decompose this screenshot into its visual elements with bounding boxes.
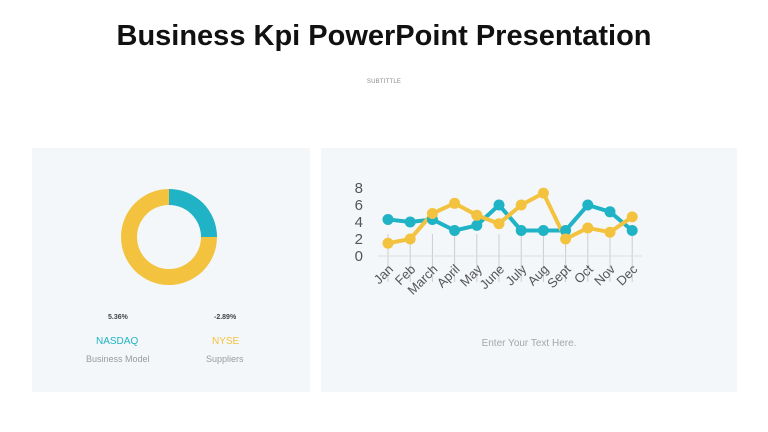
data-point [626, 225, 638, 236]
page-title: Business Kpi PowerPoint Presentation [116, 20, 652, 52]
donut-slice-nyse [121, 189, 217, 285]
data-point [626, 211, 638, 223]
y-tick-label: 4 [355, 214, 363, 231]
nyse-change: -2.89% [214, 314, 237, 321]
data-point [471, 209, 483, 221]
y-tick-label: 6 [355, 197, 363, 214]
donut-slice-nasdaq [169, 189, 217, 237]
x-tick-label: Sept [544, 261, 574, 291]
donut-panel: 5.36% -2.89% NASDAQ NYSE Business Model … [32, 148, 310, 392]
data-point [604, 206, 616, 218]
data-point [537, 187, 549, 199]
data-point [449, 225, 461, 236]
data-point [515, 225, 527, 236]
series-line-1 [386, 203, 635, 233]
data-point [449, 197, 461, 209]
data-point [582, 222, 594, 234]
data-point [404, 233, 416, 245]
data-point [560, 233, 572, 245]
x-tick-label: Jan [371, 262, 396, 287]
nasdaq-label: NASDAQ [96, 336, 139, 347]
x-tick-label: July [502, 261, 529, 288]
x-tick-label: Nov [591, 261, 618, 288]
donut-chart [121, 189, 217, 285]
y-tick-label: 2 [355, 231, 363, 248]
y-tick-label: 8 [355, 180, 363, 197]
data-point [382, 213, 394, 225]
x-tick-label: Oct [571, 261, 596, 286]
data-point [537, 225, 549, 236]
data-point [493, 199, 505, 211]
x-tick-label: April [434, 261, 463, 290]
data-point [560, 225, 572, 236]
nyse-label: NYSE [212, 336, 240, 347]
page-subtitle: SUBTITTLE [366, 79, 402, 85]
data-point [515, 199, 527, 211]
data-point [404, 216, 416, 228]
data-point [426, 208, 438, 219]
body-text: Enter Your Text Here. [481, 338, 577, 349]
data-point [471, 219, 483, 231]
data-point [382, 237, 394, 249]
nasdaq-description: Business Model [86, 354, 150, 364]
data-point [582, 199, 594, 211]
data-point [604, 226, 616, 238]
nyse-description: Suppliers [206, 354, 244, 364]
nasdaq-change: 5.36% [108, 314, 128, 321]
y-tick-label: 0 [355, 248, 363, 265]
x-tick-label: Dec [613, 261, 640, 288]
data-point [493, 218, 505, 230]
